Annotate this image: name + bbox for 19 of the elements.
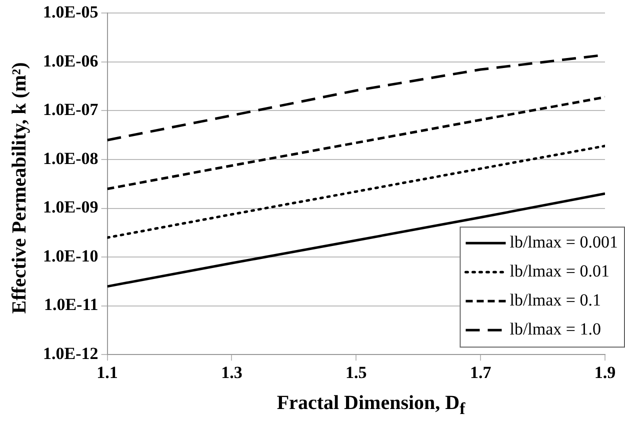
y-tick-label: 1.0E-07: [43, 100, 99, 120]
legend-label: lb/lmax = 0.01: [510, 262, 610, 281]
legend-label: lb/lmax = 1.0: [510, 320, 602, 339]
x-tick-label: 1.3: [221, 363, 242, 382]
x-axis-title: Fractal Dimension, D$_{f}$: [276, 392, 466, 419]
legend-label: lb/lmax = 0.1: [510, 290, 602, 310]
x-tick-label: 1.7: [470, 363, 492, 382]
y-tick-label: 1.0E-11: [44, 295, 98, 314]
x-tick-label: 1.1: [96, 363, 118, 382]
x-tick-label: 1.9: [594, 363, 616, 382]
y-axis-title: Effective Permeability, k (m²): [8, 62, 32, 314]
y-tick-label: 1.0E-08: [43, 148, 98, 168]
y-tick-label: 1.0E-05: [43, 2, 98, 22]
y-tick-label: 1.0E-12: [43, 344, 98, 363]
legend-label: lb/lmax = 0.001: [510, 232, 618, 252]
y-tick-label: 1.0E-06: [43, 51, 98, 70]
x-tick-label: 1.5: [346, 363, 367, 382]
y-tick-label: 1.0E-10: [43, 246, 98, 266]
y-tick-label: 1.0E-09: [43, 198, 98, 217]
